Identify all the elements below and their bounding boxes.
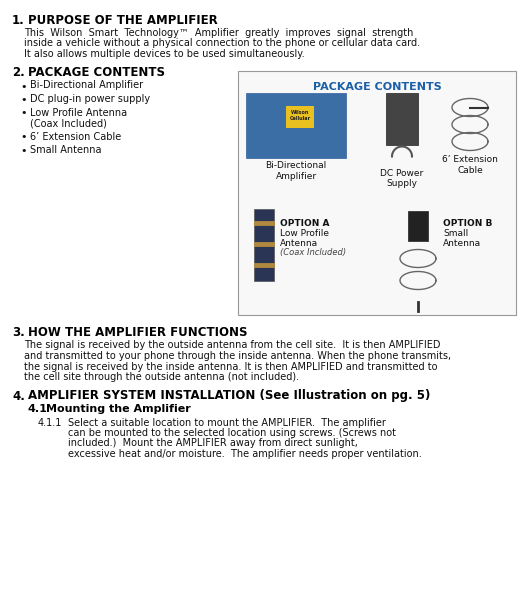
Text: 4.1: 4.1 xyxy=(28,404,48,413)
Text: •: • xyxy=(20,132,27,143)
Text: AMPLIFIER SYSTEM INSTALLATION (See Illustration on pg. 5): AMPLIFIER SYSTEM INSTALLATION (See Illus… xyxy=(28,390,430,402)
Text: HOW THE AMPLIFIER FUNCTIONS: HOW THE AMPLIFIER FUNCTIONS xyxy=(28,327,247,339)
Text: •: • xyxy=(20,108,27,119)
Text: Wilson
Cellular: Wilson Cellular xyxy=(289,110,311,120)
Text: •: • xyxy=(20,95,27,105)
Text: •: • xyxy=(20,146,27,156)
Text: (Coax Included): (Coax Included) xyxy=(30,118,107,128)
Bar xyxy=(238,71,516,315)
Text: OPTION A: OPTION A xyxy=(280,218,330,227)
Text: 3.: 3. xyxy=(12,327,25,339)
Text: 2.: 2. xyxy=(12,65,25,79)
Text: the signal is received by the inside antenna. It is then AMPLIFIED and transmitt: the signal is received by the inside ant… xyxy=(24,362,438,371)
Text: PURPOSE OF THE AMPLIFIER: PURPOSE OF THE AMPLIFIER xyxy=(28,14,218,27)
Text: Low Profile
Antenna: Low Profile Antenna xyxy=(280,229,329,248)
Text: Select a suitable location to mount the AMPLIFIER.  The amplifier: Select a suitable location to mount the … xyxy=(68,417,386,428)
Text: Bi-Directional
Amplifier: Bi-Directional Amplifier xyxy=(265,162,326,181)
Text: PACKAGE CONTENTS: PACKAGE CONTENTS xyxy=(313,82,441,93)
Text: and transmitted to your phone through the inside antenna. When the phone transmi: and transmitted to your phone through th… xyxy=(24,351,451,361)
Text: OPTION B: OPTION B xyxy=(443,218,493,227)
Bar xyxy=(286,105,314,128)
Text: It also allows multiple devices to be used simultaneously.: It also allows multiple devices to be us… xyxy=(24,49,304,59)
Text: excessive heat and/or moisture.  The amplifier needs proper ventilation.: excessive heat and/or moisture. The ampl… xyxy=(68,449,422,459)
Bar xyxy=(386,93,418,145)
Text: 6’ Extension Cable: 6’ Extension Cable xyxy=(30,131,121,142)
Bar xyxy=(246,93,346,157)
Text: The signal is received by the outside antenna from the cell site.  It is then AM: The signal is received by the outside an… xyxy=(24,341,441,350)
Text: included.)  Mount the AMPLIFIER away from direct sunlight,: included.) Mount the AMPLIFIER away from… xyxy=(68,439,358,448)
Text: This  Wilson  Smart  Technology™  Amplifier  greatly  improves  signal  strength: This Wilson Smart Technology™ Amplifier … xyxy=(24,28,413,38)
Text: DC Power
Supply: DC Power Supply xyxy=(380,169,423,188)
Text: •: • xyxy=(20,82,27,91)
Text: Mounting the Amplifier: Mounting the Amplifier xyxy=(46,404,191,413)
Text: Small
Antenna: Small Antenna xyxy=(443,229,481,248)
Text: 6’ Extension
Cable: 6’ Extension Cable xyxy=(442,155,498,175)
Text: Small Antenna: Small Antenna xyxy=(30,145,102,155)
Text: Bi-Directional Amplifier: Bi-Directional Amplifier xyxy=(30,80,143,91)
Text: inside a vehicle without a physical connection to the phone or cellular data car: inside a vehicle without a physical conn… xyxy=(24,39,420,48)
Text: 4.1.1: 4.1.1 xyxy=(38,417,62,428)
Text: the cell site through the outside antenna (not included).: the cell site through the outside antenn… xyxy=(24,372,299,382)
Bar xyxy=(254,209,274,281)
Bar xyxy=(408,211,428,241)
Text: PACKAGE CONTENTS: PACKAGE CONTENTS xyxy=(28,65,165,79)
Text: Low Profile Antenna: Low Profile Antenna xyxy=(30,108,127,117)
Text: DC plug-in power supply: DC plug-in power supply xyxy=(30,94,150,104)
Text: can be mounted to the selected location using screws. (Screws not: can be mounted to the selected location … xyxy=(68,428,396,438)
Text: 1.: 1. xyxy=(12,14,25,27)
Text: 4.: 4. xyxy=(12,390,25,402)
Text: (Coax Included): (Coax Included) xyxy=(280,247,346,257)
